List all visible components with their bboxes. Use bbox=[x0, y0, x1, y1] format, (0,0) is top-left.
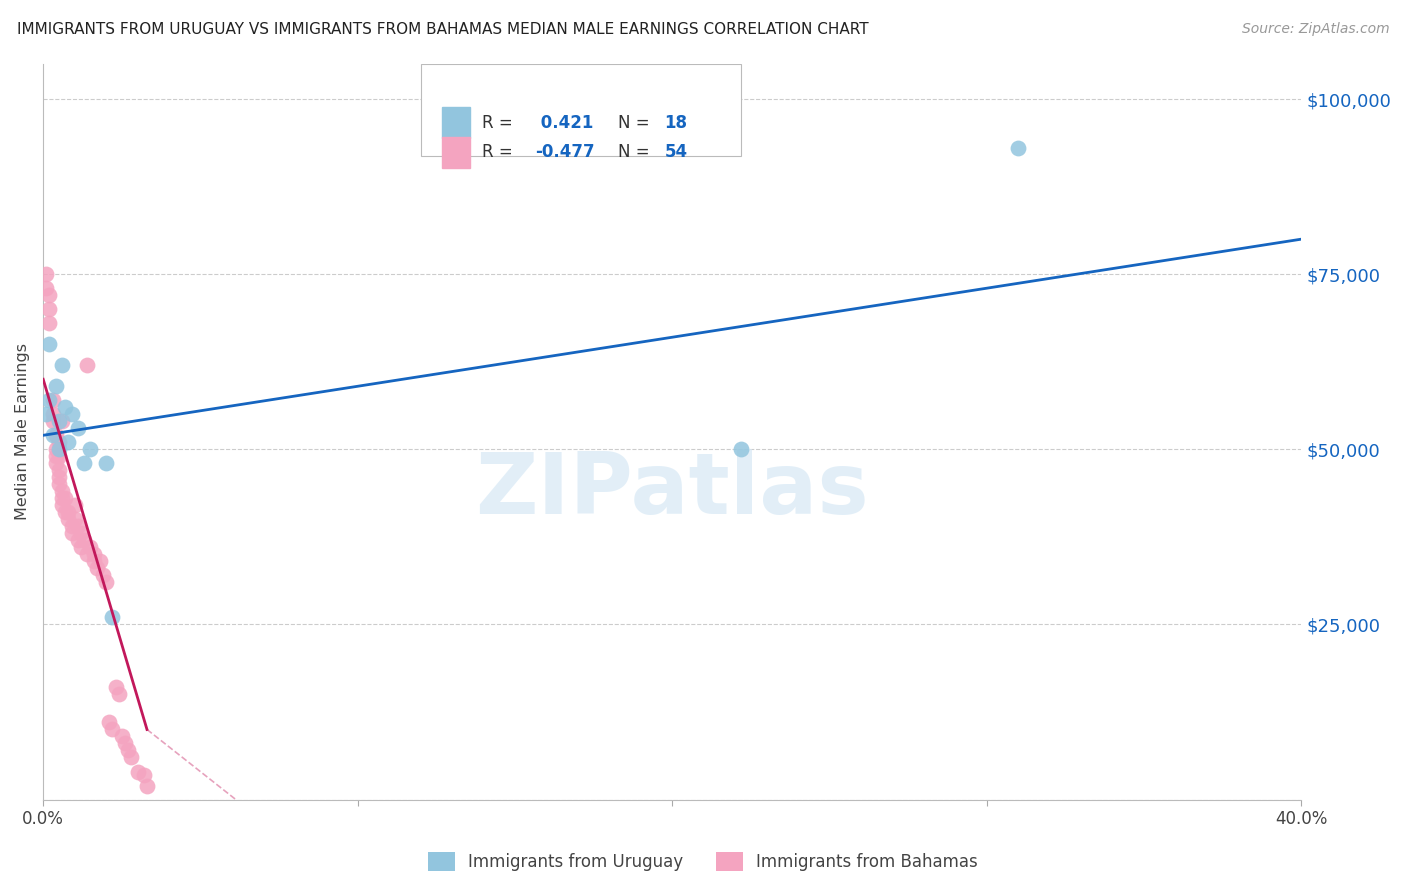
Point bbox=[94, 456, 117, 470]
Legend: Immigrants from Uruguay, Immigrants from Bahamas: Immigrants from Uruguay, Immigrants from… bbox=[419, 843, 987, 880]
Point bbox=[132, 768, 155, 782]
Text: Source: ZipAtlas.com: Source: ZipAtlas.com bbox=[1241, 22, 1389, 37]
Point bbox=[53, 401, 76, 415]
Point bbox=[48, 450, 70, 464]
Point bbox=[51, 491, 73, 506]
Text: -0.477: -0.477 bbox=[536, 144, 595, 161]
Text: R =: R = bbox=[482, 114, 519, 132]
Text: ZIPatlas: ZIPatlas bbox=[475, 450, 869, 533]
Point bbox=[98, 715, 121, 730]
Point bbox=[48, 442, 70, 457]
Point bbox=[48, 470, 70, 484]
Point bbox=[38, 302, 60, 317]
Point bbox=[86, 561, 108, 575]
Text: 54: 54 bbox=[665, 144, 688, 161]
Point bbox=[111, 730, 134, 744]
Point bbox=[1007, 141, 1029, 155]
Y-axis label: Median Male Earnings: Median Male Earnings bbox=[15, 343, 30, 520]
Point bbox=[76, 547, 98, 561]
Point bbox=[76, 358, 98, 372]
Point bbox=[114, 737, 136, 751]
Point bbox=[58, 435, 80, 450]
Point bbox=[48, 477, 70, 491]
Point bbox=[38, 337, 60, 351]
Point bbox=[58, 505, 80, 519]
Point bbox=[127, 764, 149, 779]
Point bbox=[70, 526, 93, 541]
Point bbox=[53, 505, 76, 519]
Point bbox=[48, 414, 70, 428]
Point bbox=[41, 407, 63, 421]
Point bbox=[45, 450, 67, 464]
Point bbox=[48, 463, 70, 477]
Point bbox=[60, 519, 83, 533]
Point bbox=[79, 442, 101, 457]
Point bbox=[45, 442, 67, 457]
Point bbox=[51, 499, 73, 513]
Point bbox=[117, 743, 139, 757]
Point bbox=[79, 541, 101, 555]
Text: IMMIGRANTS FROM URUGUAY VS IMMIGRANTS FROM BAHAMAS MEDIAN MALE EARNINGS CORRELAT: IMMIGRANTS FROM URUGUAY VS IMMIGRANTS FR… bbox=[17, 22, 869, 37]
Point bbox=[89, 554, 111, 568]
Point bbox=[35, 267, 58, 281]
Point bbox=[60, 526, 83, 541]
Text: R =: R = bbox=[482, 144, 519, 161]
Text: N =: N = bbox=[619, 114, 655, 132]
FancyBboxPatch shape bbox=[420, 64, 741, 156]
Point bbox=[41, 393, 63, 408]
Bar bbox=[441, 136, 470, 168]
Point bbox=[101, 723, 124, 737]
Text: 18: 18 bbox=[665, 114, 688, 132]
Point bbox=[63, 499, 86, 513]
Point bbox=[83, 554, 105, 568]
Point bbox=[41, 428, 63, 442]
Point bbox=[51, 414, 73, 428]
Point bbox=[35, 407, 58, 421]
Point bbox=[91, 568, 114, 582]
Point bbox=[45, 456, 67, 470]
Point bbox=[94, 575, 117, 590]
Point bbox=[45, 379, 67, 393]
Point bbox=[70, 541, 93, 555]
Point bbox=[66, 519, 89, 533]
Bar bbox=[441, 107, 470, 138]
Point bbox=[101, 610, 124, 624]
Point bbox=[58, 512, 80, 526]
Point bbox=[73, 533, 96, 548]
Point bbox=[41, 414, 63, 428]
Point bbox=[83, 547, 105, 561]
Point bbox=[38, 316, 60, 330]
Point bbox=[120, 750, 142, 764]
Point bbox=[73, 456, 96, 470]
Point bbox=[48, 435, 70, 450]
Point bbox=[51, 484, 73, 499]
Point bbox=[53, 491, 76, 506]
Text: 0.421: 0.421 bbox=[536, 114, 593, 132]
Point bbox=[66, 421, 89, 435]
Point bbox=[136, 779, 159, 793]
Point bbox=[63, 512, 86, 526]
Point bbox=[730, 442, 752, 457]
Point bbox=[66, 533, 89, 548]
Text: N =: N = bbox=[619, 144, 655, 161]
Point bbox=[38, 393, 60, 408]
Point bbox=[107, 688, 129, 702]
Point bbox=[35, 281, 58, 295]
Point bbox=[104, 681, 127, 695]
Point bbox=[38, 288, 60, 302]
Point bbox=[51, 358, 73, 372]
Point bbox=[60, 407, 83, 421]
Point bbox=[45, 428, 67, 442]
